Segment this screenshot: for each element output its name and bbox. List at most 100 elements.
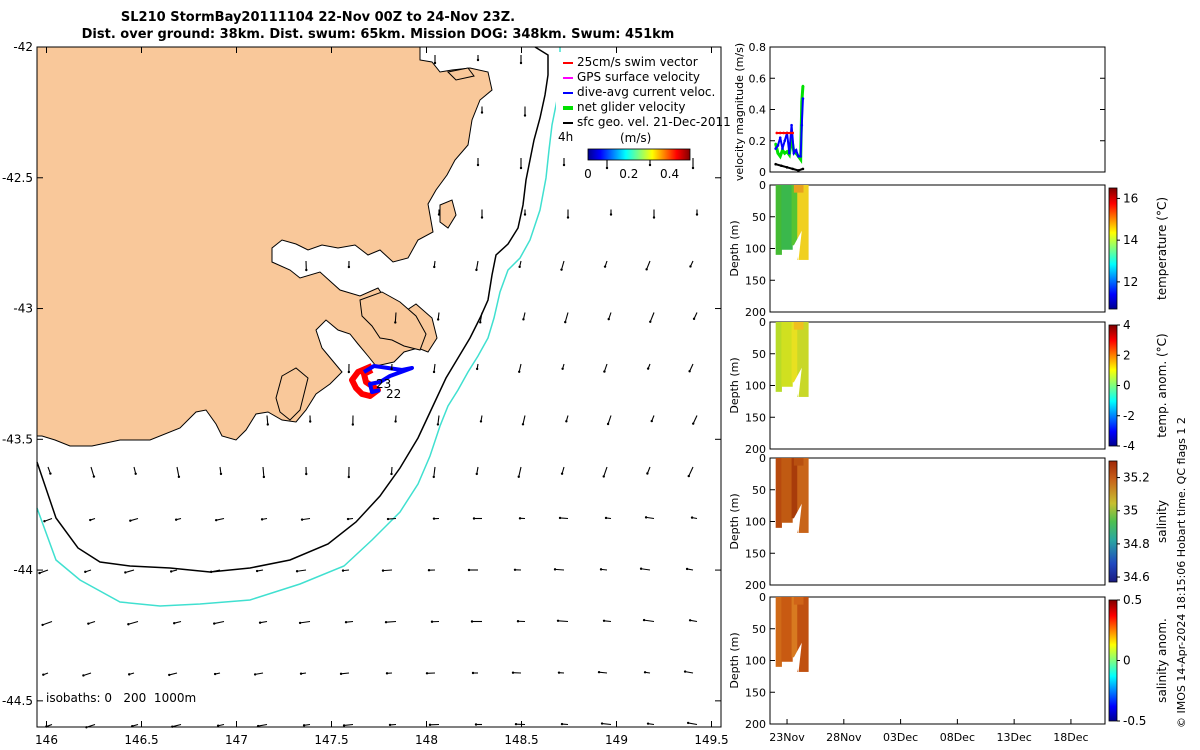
- geo-arrow-head: [560, 472, 564, 475]
- geo-arrow-head: [566, 216, 570, 219]
- map-x-tick-label: 147.5: [314, 733, 348, 747]
- geo-arrow-head: [342, 724, 346, 727]
- section-colorbar: [1108, 187, 1118, 310]
- section-notch: [793, 230, 802, 262]
- velocity-y-tick-label: 0.2: [749, 135, 767, 148]
- section-ylabel: Depth (m): [728, 632, 741, 688]
- section-colorbar-label: temperature (°C): [1155, 197, 1169, 300]
- section-data-column: [797, 597, 809, 672]
- geo-arrow: [598, 671, 608, 674]
- geo-arrow-head: [174, 518, 178, 521]
- velocity-point: [790, 123, 793, 127]
- geo-arrow-head: [432, 475, 435, 479]
- geo-arrow: [607, 415, 612, 425]
- geo-arrow-head: [475, 472, 478, 476]
- geo-arrow-head: [560, 722, 564, 726]
- velocity-y-tick-label: 0.8: [749, 41, 767, 54]
- section-notch: [793, 642, 802, 674]
- map-x-tick-label: 149: [605, 733, 628, 747]
- copyright-text: © IMOS 14-Apr-2024 18:15:06 Hobart time.…: [1175, 417, 1188, 728]
- geo-arrow: [433, 363, 436, 373]
- geo-arrow-head: [479, 420, 483, 423]
- section-panel: 0 50 100 150 200 Depth (m) 12 14 16 temperature (…: [728, 179, 1169, 319]
- map-y-tick-label: -42: [13, 40, 33, 54]
- section-colorbar-tick-label: 4: [1123, 318, 1131, 332]
- geo-arrow-head: [347, 475, 351, 479]
- velocity-point: [778, 136, 782, 139]
- geo-arrow-head: [43, 520, 46, 523]
- time-axis: 23Nov 28Nov 03Dec 08Dec 13Dec 18Dec: [769, 719, 1089, 744]
- geo-arrow: [172, 723, 182, 728]
- geo-arrow-head: [600, 722, 604, 725]
- geo-arrow-head: [511, 671, 515, 674]
- geo-arrow-head: [433, 61, 437, 65]
- velocity-point: [778, 131, 782, 135]
- geo-arrow-head: [518, 265, 521, 269]
- section-y-tick-label: 100: [745, 655, 766, 668]
- section-data-column: [781, 185, 793, 250]
- isobath-label: isobaths: 0 200 1000m: [46, 691, 196, 705]
- geo-arrow: [211, 569, 221, 573]
- geo-arrow: [559, 517, 569, 520]
- geo-arrow-head: [124, 571, 127, 574]
- geo-arrow-head: [266, 423, 269, 426]
- geo-arrow-head: [432, 370, 436, 374]
- geo-arrow-head: [347, 265, 351, 269]
- geo-arrow-head: [557, 671, 561, 674]
- geo-arrow-head: [386, 517, 390, 521]
- geo-arrow-head: [428, 723, 432, 727]
- geo-arrow: [564, 312, 569, 323]
- geo-arrow-head: [650, 419, 653, 423]
- map-x-axis: 146 146.5 147 147.5 148 148.5 149 149.5: [35, 47, 729, 747]
- colorbar-label: (m/s): [620, 131, 651, 145]
- velocity-y-tick-label: 0.4: [749, 104, 767, 117]
- geo-arrow: [646, 260, 651, 270]
- geo-arrow: [518, 363, 522, 372]
- section-y-tick-label: 150: [745, 411, 766, 424]
- geo-arrow: [340, 672, 350, 675]
- geo-arrow: [343, 723, 354, 726]
- velocity-y-tick-label: 0: [759, 166, 766, 179]
- geo-arrow: [214, 620, 225, 625]
- section-y-tick-label: 50: [752, 211, 766, 224]
- section-colorbar-tick-label: 35.2: [1123, 471, 1150, 485]
- geo-arrow: [258, 723, 268, 727]
- geo-arrow-head: [427, 569, 431, 572]
- geo-arrow-head: [646, 722, 650, 725]
- geo-arrow-head: [436, 423, 440, 426]
- map-x-tick-label: 148.5: [504, 733, 538, 747]
- geo-arrow: [44, 517, 53, 522]
- section-surface-layer: [793, 458, 804, 466]
- geo-arrow-head: [470, 620, 474, 623]
- chart-title-line1: SL210 StormBay20111104 22-Nov 00Z to 24-…: [121, 10, 515, 25]
- geo-arrow: [601, 723, 612, 726]
- section-colorbar: [1108, 599, 1118, 722]
- geo-arrow-head: [565, 420, 568, 423]
- geo-arrow-head: [688, 370, 691, 373]
- geo-arrow: [382, 569, 393, 572]
- geo-arrow-head: [262, 475, 266, 479]
- section-y-tick-label: 200: [745, 718, 766, 731]
- section-plot-area: [769, 596, 1106, 725]
- geo-arrow: [689, 363, 694, 372]
- geo-arrow-head: [213, 672, 217, 676]
- geo-arrow-head: [604, 516, 608, 520]
- map-x-tick-label: 148: [415, 733, 438, 747]
- geo-arrow-head: [642, 618, 646, 622]
- geo-arrow-head: [480, 216, 484, 219]
- time-tick-label: 08Dec: [940, 731, 975, 744]
- section-y-tick-label: 50: [752, 623, 766, 636]
- section-y-tick-label: 100: [745, 380, 766, 393]
- speed-colorbar-tick-label: 0.4: [660, 167, 679, 181]
- section-colorbar-tick-label: 0.5: [1123, 593, 1142, 607]
- map-x-tick-label: 146.5: [124, 733, 158, 747]
- track-label-23: 23: [376, 377, 391, 391]
- legend-label-gps: GPS surface velocity: [577, 70, 700, 84]
- geo-arrow-head: [560, 268, 563, 271]
- legend-label-dive: dive-avg current veloc.: [577, 85, 715, 99]
- velocity-point: [791, 167, 795, 171]
- geo-arrow-head: [603, 265, 607, 268]
- geo-arrow: [169, 672, 178, 676]
